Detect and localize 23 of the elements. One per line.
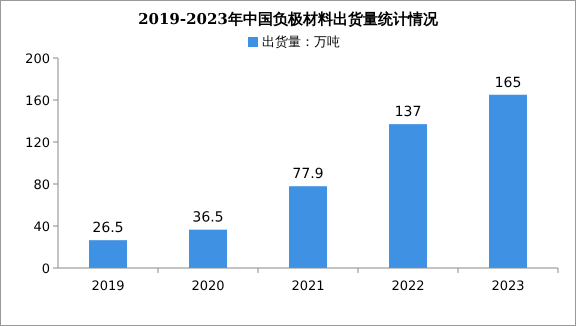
y-tick-label: 0 <box>42 262 50 277</box>
y-tick-label: 120 <box>25 136 50 151</box>
x-tick-label: 2022 <box>391 279 425 294</box>
y-tick-label: 40 <box>33 220 50 235</box>
data-label: 36.5 <box>192 210 224 226</box>
y-tick-label: 80 <box>33 178 50 193</box>
y-tick-label: 160 <box>25 94 50 109</box>
chart-title: 2019-2023年中国负极材料出货量统计情况 <box>138 10 439 28</box>
bar <box>189 230 227 268</box>
bar <box>289 186 327 268</box>
bar <box>89 240 127 268</box>
data-label: 77.9 <box>292 166 324 182</box>
x-tick-label: 2021 <box>291 279 325 294</box>
data-label: 137 <box>394 104 422 120</box>
bar <box>489 94 527 268</box>
x-tick-label: 2019 <box>91 279 125 294</box>
data-label: 165 <box>494 74 522 91</box>
legend-label: 出货量：万吨 <box>262 35 340 50</box>
data-label: 26.5 <box>92 220 124 236</box>
bar <box>389 124 427 268</box>
x-tick-label: 2023 <box>491 279 525 294</box>
x-tick-label: 2020 <box>191 279 225 294</box>
y-tick-label: 200 <box>25 52 50 67</box>
